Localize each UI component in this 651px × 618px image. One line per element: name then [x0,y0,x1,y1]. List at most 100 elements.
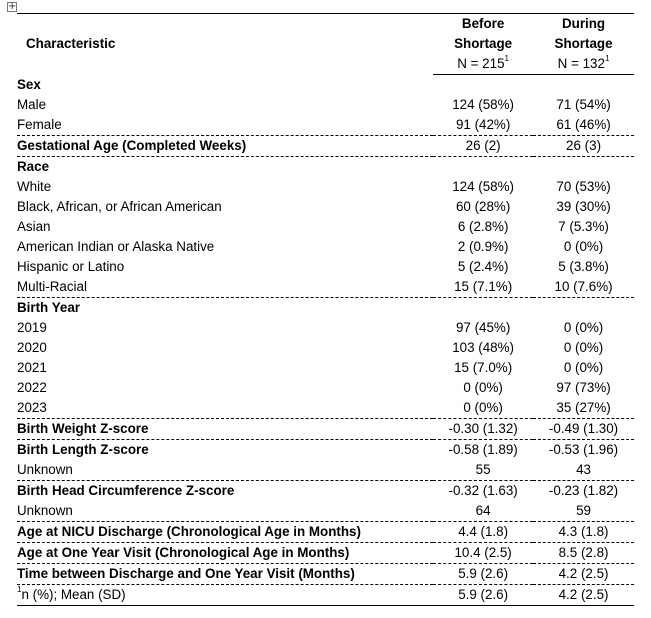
row-label: Birth Year [17,296,434,318]
cell-before: 15 (7.0%) [454,359,513,375]
row-label: Unknown [17,502,73,518]
cell-before: 5.9 (2.6) [433,562,534,584]
cell-before [433,75,533,95]
cell-before: 124 (58%) [452,178,515,194]
cell-before: 15 (7.1%) [454,278,513,294]
table-row: 2020 103 (48%) 0 (0%) [17,338,634,358]
header-during-n: N = 1321 [533,54,634,75]
row-label: Hispanic or Latino [17,258,125,274]
cell-before: 103 (48%) [452,339,515,355]
cell-during: 97 (73%) [556,379,611,395]
header-before-n: N = 2151 [433,54,534,75]
cell-during: 0 (0%) [563,339,604,355]
cell-during: 35 (27%) [556,399,611,415]
header-during-line1: During [533,13,634,34]
cell-before: 55 [475,461,491,477]
table-row: Time between Discharge and One Year Visi… [17,562,634,584]
cell-during [533,155,634,177]
cell-during: 0 (0%) [563,238,604,254]
table-row: 2023 0 (0%) 35 (27%) [17,398,634,419]
cell-during: 10 (7.6%) [554,278,613,294]
cell-before: -0.30 (1.32) [433,417,534,439]
footnote-mark: 1 [504,54,509,63]
row-label: 2023 [17,399,47,415]
table-row: Male 124 (58%) 71 (54%) [17,95,634,115]
table-row: Gestational Age (Completed Weeks) 26 (2)… [17,134,634,156]
cell-during: 5 (3.8%) [558,258,609,274]
cell-during: 4.2 (2.5) [533,562,634,584]
cell-during: 7 (5.3%) [558,218,609,234]
cell-before: 60 (28%) [455,198,511,214]
table-row: Hispanic or Latino 5 (2.4%) 5 (3.8%) [17,257,634,277]
table-row: Multi-Racial 15 (7.1%) 10 (7.6%) [17,277,634,298]
cell-during: 4.3 (1.8) [533,520,634,542]
row-label: Birth Weight Z-score [17,417,434,439]
row-label: Female [17,116,62,132]
row-label: Age at One Year Visit (Chronological Age… [17,541,434,563]
header-during-line2: Shortage [554,36,613,51]
cell-during [533,296,634,318]
table-row: Birth Length Z-score -0.58 (1.89) -0.53 … [17,438,634,460]
table-row: Unknown 55 43 [17,460,634,481]
characteristics-table: Characteristic Before During Shortage Sh… [17,13,634,606]
cell-before: 124 (58%) [452,96,515,112]
cell-before: 6 (2.8%) [457,218,509,234]
row-label: Black, African, or African American [17,198,222,214]
cell-before: 64 [475,502,491,518]
cell-during: 4.2 (2.5) [533,583,634,606]
cell-before [433,296,534,318]
cell-during: 61 (46%) [556,116,611,132]
cell-during: 26 (3) [533,134,634,156]
row-label: Multi-Racial [17,278,87,294]
cell-before: 10.4 (2.5) [433,541,534,563]
row-label: Sex [17,76,41,92]
cell-during: 0 (0%) [563,359,604,375]
table-row: Unknown 64 59 [17,501,634,522]
footnote-mark: 1 [604,54,610,63]
table-row: 2021 15 (7.0%) 0 (0%) [17,358,634,378]
cell-before: -0.58 (1.89) [433,438,534,460]
cell-during: 70 (53%) [556,178,611,194]
cell-during: -0.23 (1.82) [533,479,634,501]
cell-before: 91 (42%) [455,116,511,132]
row-label: Birth Head Circumference Z-score [17,479,434,501]
cell-before: 0 (0%) [463,379,503,395]
header-characteristic: Characteristic [17,13,434,75]
row-label: Asian [17,218,51,234]
row-label: Age at NICU Discharge (Chronological Age… [17,520,434,542]
row-label: Race [17,155,434,177]
row-label: American Indian or Alaska Native [17,238,215,254]
table-row: Birth Weight Z-score -0.30 (1.32) -0.49 … [17,417,634,439]
table-row: Birth Year [17,296,634,318]
table-move-handle-icon[interactable]: + [7,1,17,12]
header-before-line1: Before [433,13,534,34]
cell-during: 39 (30%) [556,198,611,214]
row-label: 2021 [17,359,47,375]
table-footnote-row: 1n (%); Mean (SD) 5.9 (2.6) 4.2 (2.5) [17,583,634,606]
cell-before: 2 (0.9%) [457,238,509,254]
row-label: 2019 [17,319,47,335]
table-row: Race [17,155,634,177]
row-label: 2020 [17,339,47,355]
cell-before: 26 (2) [433,134,534,156]
table-row: Age at One Year Visit (Chronological Age… [17,541,634,563]
table-row: Age at NICU Discharge (Chronological Age… [17,520,634,542]
cell-during: -0.53 (1.96) [533,438,634,460]
table-row: Asian 6 (2.8%) 7 (5.3%) [17,217,634,237]
table-row: Birth Head Circumference Z-score -0.32 (… [17,479,634,501]
cell-before: 5 (2.4%) [457,258,509,274]
row-label: 2022 [17,379,47,395]
row-label: Time between Discharge and One Year Visi… [17,562,434,584]
cell-before [433,155,534,177]
cell-during: 0 (0%) [563,319,604,335]
cell-before: 5.9 (2.6) [433,583,534,606]
cell-before: 97 (45%) [455,319,511,335]
header-before-line2: Shortage [454,36,513,51]
row-label: Birth Length Z-score [17,438,434,460]
footnote-text: 1n (%); Mean (SD) [17,583,434,606]
table-row: 2019 97 (45%) 0 (0%) [17,318,634,338]
table-row: 2022 0 (0%) 97 (73%) [17,378,634,398]
footnote-mark: 1 [17,584,22,594]
cell-during: 43 [576,461,591,477]
row-label: White [17,178,52,194]
